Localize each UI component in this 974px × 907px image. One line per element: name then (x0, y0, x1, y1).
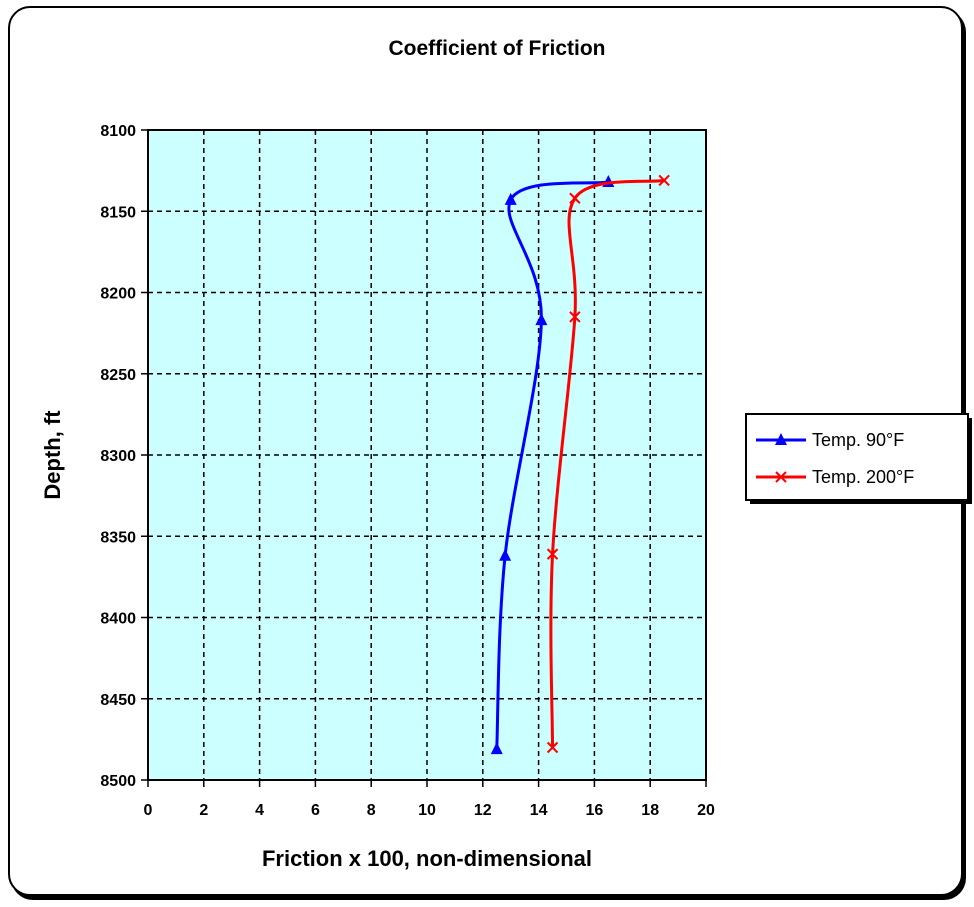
triangle-marker (535, 313, 548, 326)
y-tick-label: 8300 (100, 448, 136, 465)
x-marker (569, 192, 581, 204)
x-axis-ticks: 0 2 4 6 8 10 12 14 16 18 20 (144, 780, 715, 819)
x-marker (546, 548, 559, 560)
legend-item: Temp. 90°F (756, 430, 904, 450)
x-tick-label: 14 (530, 802, 548, 819)
x-tick-label: 12 (474, 802, 492, 819)
legend: Temp. 90°F Temp. 200°F (745, 413, 972, 504)
x-marker (546, 741, 559, 754)
series-line (495, 180, 609, 750)
triangle-marker (504, 192, 517, 205)
x-tick-label: 8 (367, 802, 376, 819)
y-tick-label: 8450 (100, 692, 136, 709)
series-1 (490, 175, 615, 755)
series-2 (546, 174, 670, 754)
series-line (549, 178, 665, 748)
legend-label: Temp. 200°F (812, 467, 914, 487)
triangle-marker (499, 548, 512, 561)
x-tick-label: 0 (144, 802, 153, 819)
x-tick-label: 16 (586, 802, 604, 819)
x-tick-label: 2 (199, 802, 208, 819)
series-layer (490, 174, 670, 755)
y-axis-ticks: 8100 8150 8200 8250 8300 8350 8400 8450 8500 (100, 123, 148, 790)
x-marker (569, 311, 581, 323)
y-tick-label: 8200 (100, 286, 136, 303)
y-tick-label: 8250 (100, 367, 136, 384)
legend-box (745, 413, 969, 501)
y-tick-label: 8100 (100, 123, 136, 140)
x-tick-label: 6 (311, 802, 320, 819)
y-tick-label: 8150 (100, 204, 136, 221)
legend-item: Temp. 200°F (756, 467, 914, 487)
legend-label: Temp. 90°F (812, 430, 904, 450)
x-tick-label: 20 (697, 802, 715, 819)
y-axis-title: Depth, ft (40, 410, 65, 500)
y-tick-label: 8500 (100, 773, 136, 790)
y-tick-label: 8400 (100, 611, 136, 628)
chart-title: Coefficient of Friction (389, 37, 606, 60)
triangle-marker (490, 742, 503, 755)
x-marker (775, 471, 787, 483)
x-marker (658, 174, 670, 187)
x-tick-label: 10 (418, 802, 436, 819)
x-tick-label: 18 (641, 802, 659, 819)
x-axis-title: Friction x 100, non-dimensional (262, 846, 592, 871)
grid (148, 130, 706, 780)
triangle-marker (775, 433, 787, 445)
y-tick-label: 8350 (100, 529, 136, 546)
x-tick-label: 4 (255, 802, 264, 819)
